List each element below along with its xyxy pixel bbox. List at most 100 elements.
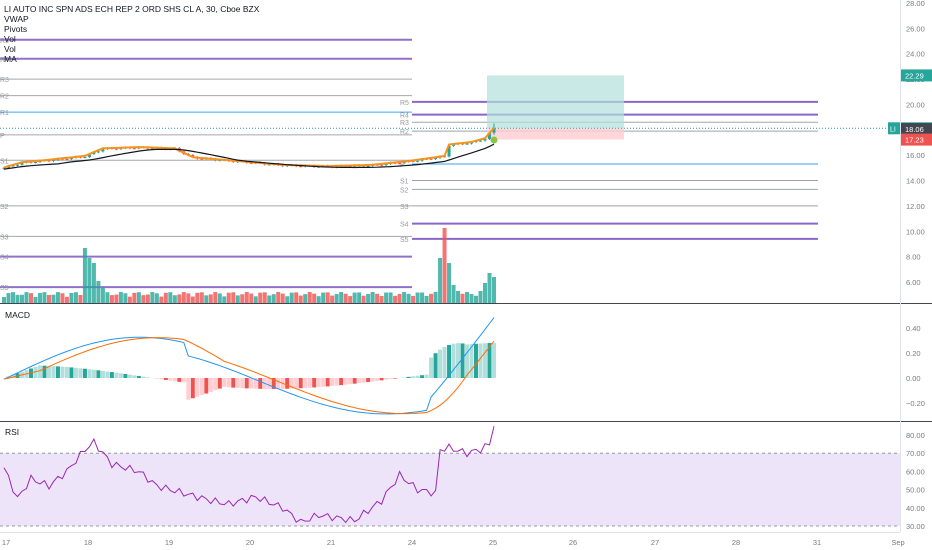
volume-bar <box>217 293 222 303</box>
price-tick-label: 12.00 <box>906 202 925 211</box>
price-tick-label: 24.00 <box>906 50 925 59</box>
volume-bar <box>415 292 420 303</box>
price-badge <box>901 123 932 136</box>
macd-histogram-bar <box>447 344 452 378</box>
rsi-tick-label: 50.00 <box>906 486 925 495</box>
macd-histogram-bar <box>433 353 438 378</box>
price-badge <box>901 133 932 146</box>
candle-body <box>479 140 483 142</box>
volume-bar <box>69 292 74 303</box>
volume-bar <box>123 293 128 303</box>
previous-pivot-label: R3 <box>0 77 9 84</box>
candle-body <box>20 162 24 165</box>
volume-bar <box>235 295 240 303</box>
long-position-tool[interactable] <box>0 75 900 140</box>
volume-bar <box>28 293 33 303</box>
macd-histogram-bar <box>429 357 434 378</box>
volume-bar <box>474 295 479 303</box>
volume-bar <box>451 285 456 303</box>
volume-bar <box>375 293 380 303</box>
previous-pivot-label: P <box>0 133 5 140</box>
volume-bar <box>96 281 101 303</box>
indicator-vol2-label[interactable]: Vol <box>4 44 16 54</box>
volume-bar <box>249 293 254 303</box>
symbol-title[interactable]: LI AUTO INC SPN ADS ECH REP 2 ORD SHS CL… <box>4 4 260 14</box>
volume-bar <box>114 294 119 303</box>
macd-histogram-bar <box>168 378 173 381</box>
price-badge-text: 22.29 <box>905 71 924 80</box>
price-tick-label: 8.00 <box>906 253 921 262</box>
candle-body <box>299 166 303 168</box>
volume-bar <box>222 296 227 303</box>
macd-histogram-bar <box>465 344 470 378</box>
volume-bar <box>258 292 263 303</box>
volume-bar <box>402 292 407 303</box>
macd-label[interactable]: MACD <box>5 310 31 320</box>
indicator-ma-label[interactable]: MA <box>4 54 17 64</box>
macd-histogram-bar <box>132 375 137 378</box>
volume-bar <box>226 292 231 303</box>
macd-histogram-bar <box>298 378 303 389</box>
macd-histogram-bar <box>37 365 42 378</box>
price-tick-label: 16.00 <box>906 151 925 160</box>
volume-bar <box>42 292 47 303</box>
previous-pivot-label: R4 <box>0 57 9 64</box>
previous-pivot-label: S3 <box>0 234 9 241</box>
indicator-pivots-label[interactable]: Pivots <box>4 24 28 34</box>
macd-histogram-bar <box>204 378 209 394</box>
volume-bar <box>366 294 371 303</box>
rsi-label[interactable]: RSI <box>5 427 20 437</box>
rsi-band <box>0 453 900 526</box>
macd-histogram-bar <box>109 372 114 378</box>
macd-histogram-bar <box>375 378 380 381</box>
macd-histogram-bar <box>208 378 213 392</box>
macd-histogram-bar <box>271 378 276 389</box>
volume-bar <box>361 295 366 303</box>
indicator-vol-label[interactable]: Vol <box>4 34 16 44</box>
price-tick-label: 26.00 <box>906 24 925 33</box>
volume-bar <box>163 292 168 303</box>
macd-histogram-bar <box>420 375 425 378</box>
macd-histogram-bar <box>127 374 132 378</box>
volume-bar <box>168 292 173 303</box>
volume-bar <box>141 295 146 303</box>
indicator-vwap-label[interactable]: VWAP <box>4 14 29 24</box>
macd-histogram-bar <box>334 378 339 386</box>
volume-bar <box>105 292 110 303</box>
macd-histogram-bar <box>199 378 204 396</box>
macd-tick-label: 0.40 <box>906 324 921 333</box>
previous-pivot-label: R5 <box>0 38 9 45</box>
macd-histogram-bar <box>195 378 200 397</box>
candle-body <box>114 148 118 150</box>
volume-bar <box>177 294 182 303</box>
volume-bar <box>420 292 425 303</box>
volume-bar <box>424 295 429 303</box>
candle-body <box>11 165 15 167</box>
previous-pivot-label: S1 <box>0 158 9 165</box>
volume-bar <box>19 294 24 303</box>
volume-bar <box>294 292 299 303</box>
volume-bar <box>51 294 56 303</box>
macd-histogram-bar <box>33 366 38 378</box>
volume-bars <box>2 228 496 303</box>
volume-bar <box>46 294 51 303</box>
time-tick-label: 17 <box>2 538 10 547</box>
previous-pivot-label: R1 <box>0 110 9 117</box>
macd-histogram-bar <box>474 343 479 378</box>
volume-bar <box>483 283 488 303</box>
volume-bar <box>492 277 496 303</box>
volume-bar <box>312 293 317 303</box>
candle-body <box>96 151 100 153</box>
macd-histogram-bar <box>438 349 443 378</box>
volume-bar <box>60 293 65 303</box>
candle-body <box>488 132 492 139</box>
volume-bar <box>469 293 474 303</box>
macd-histogram-bar <box>222 378 227 387</box>
macd-histogram-bar <box>442 346 447 378</box>
pivot-label: R3 <box>400 120 409 127</box>
macd-histogram-bar <box>69 367 74 378</box>
volume-bar <box>208 294 213 303</box>
candle-body <box>452 144 456 146</box>
